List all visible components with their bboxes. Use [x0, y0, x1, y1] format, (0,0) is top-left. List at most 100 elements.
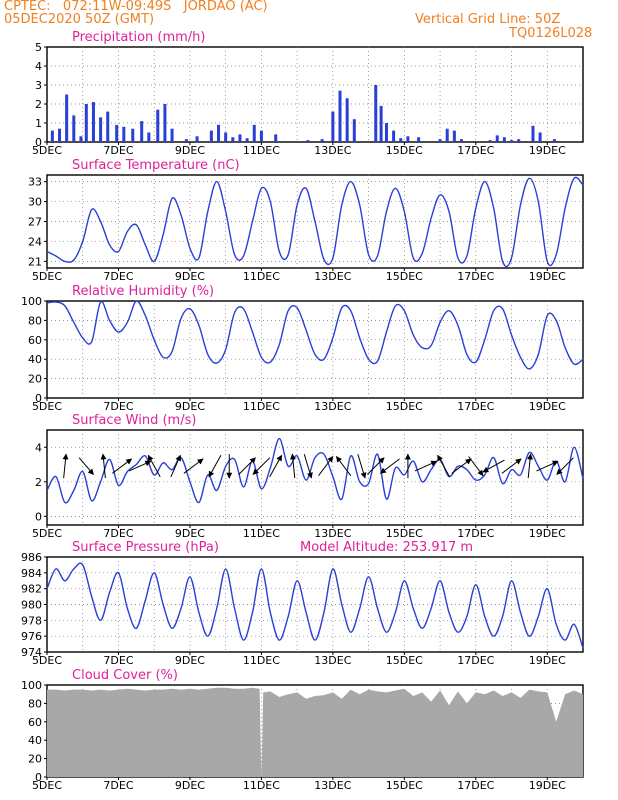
- series-line: [46, 437, 584, 504]
- precip-bar: [460, 139, 464, 142]
- wind-arrow: [556, 457, 574, 475]
- y-tick-label: 986: [21, 551, 42, 564]
- x-tick-label: 11DEC: [243, 654, 280, 667]
- panel-cloud-cover: 0 20 40 60 80 100 5DEC 7DEC 9DEC 11DEC 13DEC 15DEC 1…: [21, 668, 584, 792]
- precip-bar: [195, 136, 199, 142]
- x-tick-label: 5DEC: [32, 144, 62, 157]
- precip-bar: [140, 121, 144, 142]
- panel-humidity: 0 20 40 60 80 100 5DEC 7DEC 9DEC 11DEC 13DEC 15DEC 1…: [21, 284, 584, 413]
- wind-arrow: [238, 457, 256, 475]
- x-tick-label: 17DEC: [457, 654, 494, 667]
- wind-arrow: [318, 456, 334, 477]
- precip-bar: [231, 137, 235, 142]
- precip-bar: [106, 111, 110, 142]
- x-tick-label: 7DEC: [103, 270, 133, 283]
- wind-arrow: [451, 458, 472, 474]
- x-tick-label: 7DEC: [103, 779, 133, 792]
- precip-bar: [115, 124, 119, 142]
- precip-bar: [567, 141, 571, 142]
- wind-arrow: [269, 454, 283, 478]
- precip-bar: [147, 132, 151, 142]
- model-altitude: Model Altitude: 253.917 m: [300, 540, 473, 555]
- precip-bar: [84, 104, 88, 142]
- y-tick-label: 21: [28, 255, 42, 268]
- x-tick-label: 19DEC: [529, 779, 566, 792]
- precip-bar: [163, 104, 167, 142]
- precip-bar: [131, 128, 135, 142]
- wind-arrow: [100, 453, 107, 479]
- precip-bar: [552, 139, 556, 142]
- y-tick-label: 978: [21, 614, 42, 627]
- x-tick-label: 15DEC: [386, 270, 423, 283]
- x-tick-label: 11DEC: [243, 270, 280, 283]
- panel-title: Cloud Cover (%): [72, 668, 178, 683]
- wind-arrow: [128, 460, 152, 472]
- x-tick-label: 9DEC: [175, 527, 205, 540]
- precip-bar: [379, 105, 383, 142]
- x-tick-label: 15DEC: [386, 654, 423, 667]
- y-tick-label: 4: [35, 441, 42, 454]
- x-tick-label: 17DEC: [457, 527, 494, 540]
- precip-bar: [352, 119, 356, 142]
- panel-title: Surface Wind (m/s): [72, 413, 196, 428]
- plot-frame: [46, 429, 584, 526]
- panel-pressure: 974 976 978 980 982 984 986 5DEC 7DEC 9DEC 11DEC 13…: [21, 540, 584, 667]
- y-tick-label: 980: [21, 599, 42, 612]
- x-tick-label: 13DEC: [314, 144, 351, 157]
- precip-bar: [495, 135, 499, 142]
- precip-bar: [184, 139, 188, 142]
- wind-arrow: [289, 453, 296, 479]
- precip-bar: [238, 134, 242, 142]
- precip-bar: [538, 132, 542, 142]
- header-grid-note: Vertical Grid Line: 50Z: [415, 12, 561, 27]
- precip-bar: [438, 139, 442, 142]
- x-tick-label: 19DEC: [529, 527, 566, 540]
- y-tick-label: 0: [35, 771, 42, 784]
- y-tick-label: 0: [35, 136, 42, 149]
- y-tick-label: 2: [35, 98, 42, 111]
- panel-title: Surface Temperature (nC): [72, 158, 240, 173]
- x-tick-label: 15DEC: [386, 779, 423, 792]
- precip-bar: [259, 130, 263, 142]
- precip-bar: [452, 130, 456, 142]
- wind-arrow: [252, 457, 271, 475]
- y-tick-label: 4: [35, 60, 42, 73]
- x-tick-label: 19DEC: [529, 270, 566, 283]
- x-tick-label: 9DEC: [175, 400, 205, 413]
- x-tick-label: 15DEC: [386, 400, 423, 413]
- precip-bar: [245, 138, 249, 142]
- precip-bar: [252, 124, 256, 142]
- x-tick-label: 11DEC: [243, 779, 280, 792]
- precip-bar: [331, 111, 335, 142]
- precip-bar: [531, 125, 535, 142]
- precip-bar: [91, 102, 95, 142]
- series-line: [46, 176, 584, 268]
- precip-bar: [170, 128, 174, 142]
- x-tick-label: 9DEC: [175, 144, 205, 157]
- precip-bar: [384, 123, 388, 142]
- precip-bar: [156, 109, 160, 142]
- y-tick-label: 40: [28, 734, 42, 747]
- precip-bar: [488, 140, 492, 142]
- wind-arrow: [468, 456, 484, 477]
- y-tick-label: 5: [35, 41, 42, 54]
- y-tick-label: 40: [28, 353, 42, 366]
- panel-title: Precipitation (mm/h): [72, 30, 205, 45]
- x-tick-label: 7DEC: [103, 400, 133, 413]
- precip-bar: [72, 115, 76, 142]
- panel-title: Surface Pressure (hPa): [72, 540, 219, 555]
- wind-arrow: [335, 456, 352, 477]
- x-tick-label: 13DEC: [314, 654, 351, 667]
- x-tick-label: 5DEC: [32, 779, 62, 792]
- x-tick-label: 9DEC: [175, 270, 205, 283]
- wind-arrow: [357, 453, 367, 479]
- x-tick-label: 17DEC: [457, 779, 494, 792]
- precip-bar: [445, 128, 449, 142]
- x-tick-label: 9DEC: [175, 654, 205, 667]
- precip-bar: [345, 98, 349, 142]
- precip-bar: [417, 137, 421, 142]
- y-tick-label: 984: [21, 567, 42, 580]
- y-tick-label: 982: [21, 583, 42, 596]
- panel-temperature: 21 24 27 30 33 5DEC 7DEC 9DEC 11DEC 13DEC 15DEC 17D…: [28, 158, 584, 283]
